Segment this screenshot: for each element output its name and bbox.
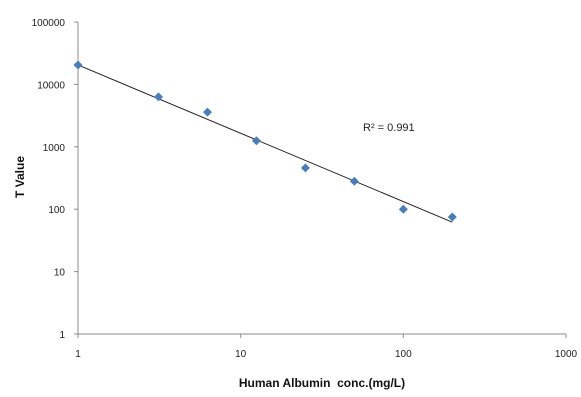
r-squared-annotation: R² = 0.991 [363,122,415,134]
y-tick-label-0: 1 [59,330,65,341]
y-axis-ticks: 1 10 100 1000 10000 100000 [32,18,78,341]
x-axis-ticks: 1 10 100 1000 [75,334,578,360]
data-point-0-0 [73,60,83,70]
x-tick-label-2: 100 [395,349,412,360]
y-tick-label-1: 10 [54,268,66,279]
x-axis-title: Human Albumin conc.(mg/L) [239,376,405,390]
y-tick-label-4: 10000 [37,80,65,91]
data-point-0-6 [398,204,408,214]
data-point-0-4 [300,163,310,173]
data-points [73,60,457,222]
y-tick-label-2: 100 [48,205,65,216]
data-point-0-5 [349,176,359,186]
x-tick-label-0: 1 [75,349,81,360]
data-point-0-2 [202,107,212,117]
power-trendline [77,64,453,223]
x-tick-label-3: 1000 [555,349,578,360]
x-tick-label-1: 10 [235,349,247,360]
data-point-0-7 [447,212,457,222]
data-point-0-1 [153,92,163,102]
y-tick-label-5: 100000 [32,18,66,29]
y-axis-title: T Value [13,156,27,198]
y-tick-label-3: 1000 [43,143,66,154]
data-point-0-3 [251,136,261,146]
